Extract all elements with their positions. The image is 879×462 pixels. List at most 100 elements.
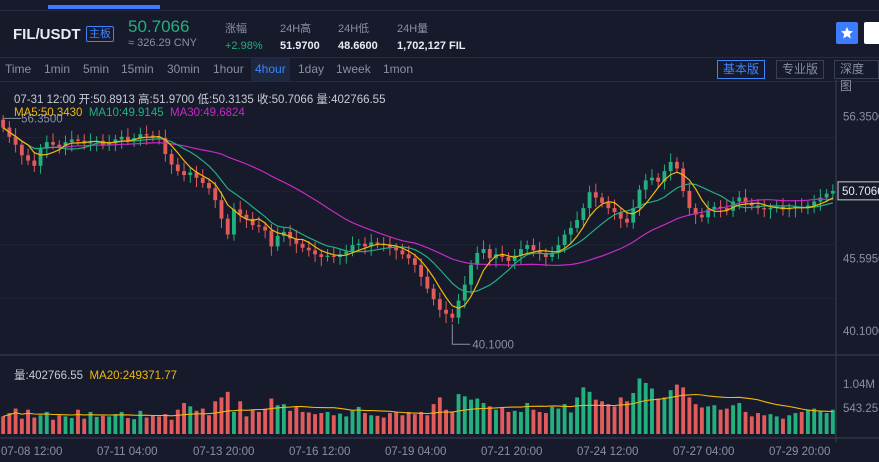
- volume-bar: [238, 401, 243, 434]
- candle-body: [232, 209, 236, 235]
- volume-bar: [724, 408, 729, 434]
- tf-1hour[interactable]: 1hour: [213, 62, 244, 76]
- volume-tick-label: 543.25K: [843, 403, 879, 415]
- volume-bar: [693, 404, 698, 434]
- top-strip: [0, 0, 879, 11]
- candle-body: [325, 255, 330, 257]
- volume-bar: [369, 415, 374, 434]
- volume-bar: [593, 399, 598, 434]
- volume-bar: [138, 410, 143, 434]
- volume-bar: [256, 411, 261, 434]
- low-price-label: 40.1000: [472, 339, 514, 351]
- candle-body: [213, 188, 218, 201]
- time-tick-label: 07-29 20:00: [769, 446, 830, 458]
- favorite-star-button[interactable]: [836, 22, 858, 44]
- high-price-label: 56.3500: [21, 113, 63, 125]
- candle-body: [600, 197, 604, 203]
- view-basic-button[interactable]: 基本版: [717, 60, 766, 79]
- price-tick-label: 45.5950: [843, 253, 879, 265]
- candle-body: [406, 254, 411, 259]
- candle-body: [169, 153, 174, 165]
- candle-body: [194, 172, 199, 178]
- volume-bar: [437, 397, 442, 434]
- volume-bar: [637, 378, 642, 434]
- candle-body: [387, 245, 392, 248]
- stat-value: +2.98%: [225, 40, 263, 52]
- candle-body: [425, 276, 430, 289]
- candle-body: [119, 136, 124, 140]
- tf-30min[interactable]: 30min: [167, 62, 200, 76]
- candle-body: [419, 264, 424, 277]
- volume-bar: [731, 405, 735, 434]
- candle-body: [593, 192, 598, 198]
- volume-bar: [506, 411, 511, 434]
- volume-bar: [419, 411, 424, 434]
- tf-15min[interactable]: 15min: [121, 62, 154, 76]
- volume-bar: [263, 408, 268, 434]
- volume-bar: [431, 404, 436, 434]
- candle-body: [331, 255, 336, 257]
- candle-body: [294, 238, 299, 244]
- volume-bar: [356, 406, 361, 434]
- candle-body: [743, 197, 748, 203]
- candle-body: [275, 235, 280, 247]
- volume-bar: [718, 409, 723, 434]
- candle-body: [681, 168, 686, 191]
- volume-bar: [805, 409, 810, 434]
- stat-volume: 24H量 1,702,127 FIL: [397, 20, 466, 52]
- settings-button[interactable]: [864, 22, 879, 44]
- volume-bar: [44, 411, 49, 434]
- candle-body: [344, 251, 349, 255]
- volume-bar: [525, 403, 530, 434]
- volume-bar: [643, 382, 648, 434]
- tf-4hour[interactable]: 4hour: [251, 58, 290, 81]
- volume-bar: [182, 403, 186, 434]
- volume-bar: [344, 416, 349, 434]
- tf-1min[interactable]: 1min: [44, 62, 71, 76]
- tf-1week[interactable]: 1week: [336, 62, 371, 76]
- volume-bar: [219, 397, 224, 434]
- volume-bar: [188, 406, 193, 434]
- last-price: 50.7066: [128, 17, 190, 36]
- volume-bar: [406, 411, 411, 434]
- tf-time[interactable]: Time: [5, 62, 32, 76]
- candle-body: [625, 218, 629, 223]
- candle-body: [300, 243, 305, 248]
- volume-bar: [107, 416, 112, 434]
- volume-bar: [568, 412, 573, 434]
- volume-bar: [562, 404, 567, 434]
- volume-bar: [200, 408, 205, 434]
- candle-body: [113, 139, 118, 144]
- volume-bar: [668, 390, 673, 434]
- volume-bar: [425, 415, 430, 434]
- volume-bar: [88, 411, 93, 434]
- volume-bar: [494, 409, 498, 434]
- candle-body: [238, 209, 243, 215]
- volume-bar: [32, 417, 37, 434]
- candle-body: [693, 208, 698, 215]
- candle-body: [125, 136, 130, 141]
- volume-bar: [500, 407, 505, 434]
- volume-bar: [625, 401, 629, 434]
- vol-ma20-label: MA20:249371.77: [89, 370, 178, 382]
- ma-legend: MA5:50.3430 MA10:49.9145 MA30:49.6824: [14, 107, 245, 119]
- volume-bar: [325, 411, 330, 434]
- pair-title[interactable]: FIL/USDT: [13, 26, 81, 43]
- candle-body: [656, 177, 661, 182]
- time-tick-label: 07-16 12:00: [289, 446, 350, 458]
- tf-1mon[interactable]: 1mon: [383, 62, 414, 76]
- volume-bar: [63, 416, 68, 434]
- tf-5min[interactable]: 5min: [83, 62, 110, 76]
- view-pro-button[interactable]: 专业版: [776, 60, 825, 79]
- current-price-tag: [837, 181, 879, 201]
- tf-1day[interactable]: 1day: [298, 62, 325, 76]
- volume-bar: [743, 411, 748, 434]
- candle-body: [225, 218, 230, 235]
- volume-bar: [487, 406, 492, 434]
- candle-body: [668, 161, 673, 172]
- ma5-label: MA5:50.3430: [14, 107, 83, 119]
- candle-body: [219, 200, 224, 219]
- volume-ma20-line: [2, 393, 833, 417]
- board-tag: 主板: [86, 26, 114, 42]
